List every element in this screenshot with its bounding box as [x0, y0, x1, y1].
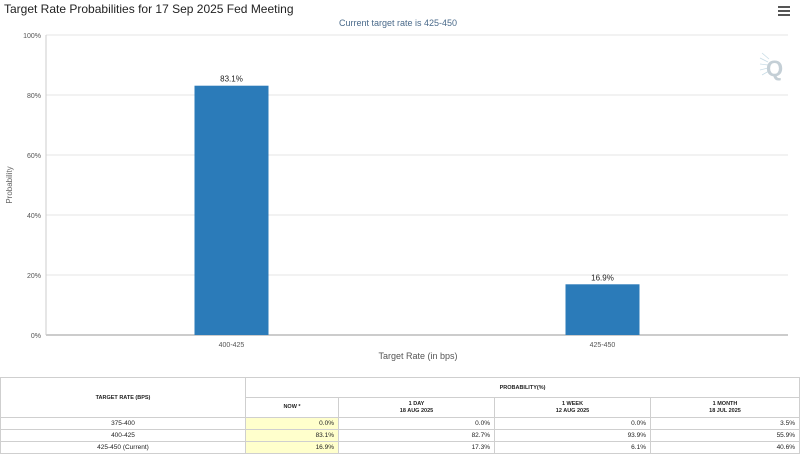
rate-cell: 425-450 (Current)	[0, 441, 246, 454]
value-cell: 0.0%	[494, 417, 651, 430]
chart-title: Target Rate Probabilities for 17 Sep 202…	[4, 2, 294, 16]
value-cell: 16.9%	[245, 441, 339, 454]
bar-data-labels: 83.1% 16.9%	[220, 75, 614, 283]
rate-column-header: TARGET RATE (BPS)	[0, 377, 246, 418]
svg-text:Q: Q	[766, 56, 783, 81]
rate-cell: 375-400	[0, 417, 246, 430]
chart-subtitle: Current target rate is 425-450	[339, 18, 457, 28]
column-header-now[interactable]: NOW *	[245, 397, 339, 418]
value-cell: 55.9%	[650, 429, 800, 442]
column-header-1-week[interactable]: 1 WEEK 12 AUG 2025	[494, 397, 651, 418]
bar-data-label: 83.1%	[220, 75, 243, 84]
y-axis-label: Probability	[5, 166, 14, 203]
value-cell: 0.0%	[338, 417, 495, 430]
value-cell: 6.1%	[494, 441, 651, 454]
x-tick-label: 400-425	[219, 342, 245, 349]
value-cell: 3.5%	[650, 417, 800, 430]
column-header-1-month[interactable]: 1 MONTH 18 JUL 2025	[650, 397, 800, 418]
value-cell: 82.7%	[338, 429, 495, 442]
y-tick-label: 40%	[27, 213, 41, 220]
y-tick-label: 0%	[31, 333, 41, 340]
value-cell: 40.6%	[650, 441, 800, 454]
bar[interactable]	[194, 85, 269, 335]
y-tick-labels: 0% 20% 40% 60% 80% 100%	[23, 33, 41, 340]
column-header-1-day[interactable]: 1 DAY 18 AUG 2025	[338, 397, 495, 418]
value-cell: 17.3%	[338, 441, 495, 454]
bar-data-label: 16.9%	[591, 273, 614, 282]
menu-icon[interactable]	[778, 6, 790, 16]
value-cell: 93.9%	[494, 429, 651, 442]
bar[interactable]	[565, 284, 640, 335]
probability-group-header: PROBABILITY(%)	[245, 377, 800, 398]
probability-table: TARGET RATE (BPS) PROBABILITY(%) NOW * 1…	[0, 377, 800, 454]
x-tick-labels: 400-425 425-450	[219, 342, 616, 349]
table-row: 375-400 0.0% 0.0% 0.0% 3.5%	[0, 417, 800, 430]
x-axis-label: Target Rate (in bps)	[378, 351, 457, 361]
value-cell: 0.0%	[245, 417, 339, 430]
rate-cell: 400-425	[0, 429, 246, 442]
value-cell: 83.1%	[245, 429, 339, 442]
bar-chart: Current target rate is 425-450 0% 20% 40% 6…	[5, 18, 788, 361]
y-tick-label: 60%	[27, 153, 41, 160]
y-tick-label: 100%	[23, 33, 41, 40]
x-tick-label: 425-450	[590, 342, 616, 349]
y-tick-label: 20%	[27, 273, 41, 280]
y-grid	[45, 34, 788, 336]
table-row: 400-425 83.1% 82.7% 93.9% 55.9%	[0, 429, 800, 442]
y-tick-label: 80%	[27, 93, 41, 100]
bars	[194, 85, 640, 335]
table-row: 425-450 (Current) 16.9% 17.3% 6.1% 40.6%	[0, 441, 800, 454]
watermark-logo-icon: Q	[759, 52, 783, 81]
